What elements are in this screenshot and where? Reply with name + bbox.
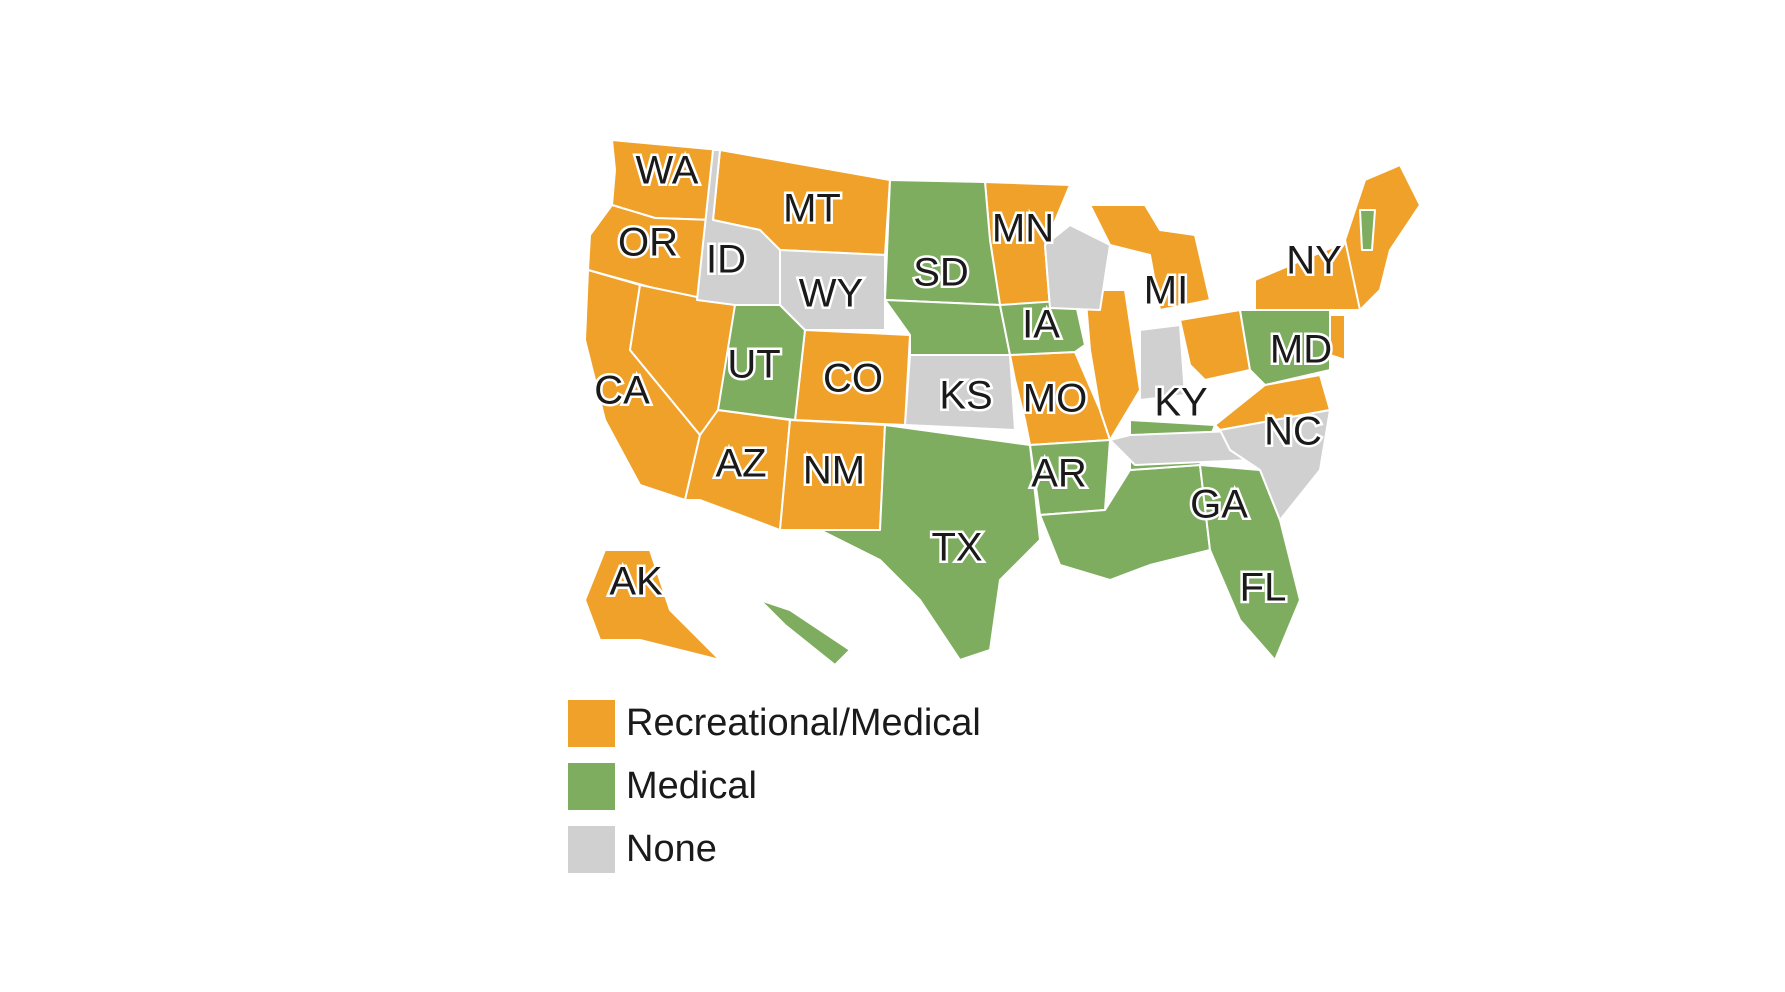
label-ks: KS xyxy=(939,374,992,418)
label-nm: NM xyxy=(803,449,865,493)
legend-swatch-none xyxy=(568,826,615,873)
legend-swatch-medical xyxy=(568,763,615,810)
label-or: OR xyxy=(618,221,678,265)
label-sd: SD xyxy=(913,251,969,295)
states-recreational xyxy=(584,139,1421,661)
legend-item-medical: Medical xyxy=(568,763,981,810)
legend: Recreational/Medical Medical None xyxy=(568,700,981,889)
legend-label-none: None xyxy=(626,828,717,870)
label-mo: MO xyxy=(1023,377,1087,421)
state-wy[interactable] xyxy=(779,249,886,331)
state-labels: WA OR CA AK ID MT WY UT CO AZ NM SD KS T… xyxy=(592,146,1345,612)
states-medical xyxy=(717,179,1376,666)
state-nj[interactable] xyxy=(1329,314,1346,361)
states-none xyxy=(696,149,1331,521)
label-mi: MI xyxy=(1144,269,1188,313)
state-nc-sc[interactable] xyxy=(1219,409,1331,521)
label-mt: MT xyxy=(783,187,841,231)
legend-item-recreational-medical: Recreational/Medical xyxy=(568,700,981,747)
state-ak[interactable] xyxy=(584,549,721,661)
label-ut: UT xyxy=(727,343,780,387)
state-mi[interactable] xyxy=(1089,204,1211,311)
label-co: CO xyxy=(823,357,883,401)
legend-label-recreational-medical: Recreational/Medical xyxy=(626,702,981,744)
state-va[interactable] xyxy=(1214,374,1331,431)
label-id: ID xyxy=(706,238,746,282)
label-wa: WA xyxy=(636,149,699,193)
state-nh[interactable] xyxy=(1359,209,1376,251)
state-in[interactable] xyxy=(1139,324,1186,401)
legend-label-medical: Medical xyxy=(626,765,757,807)
state-oh[interactable] xyxy=(1179,309,1251,381)
label-ky: KY xyxy=(1154,381,1207,425)
label-ga: GA xyxy=(1190,483,1248,527)
label-ny: NY xyxy=(1286,239,1342,283)
label-md: MD xyxy=(1270,328,1332,372)
state-ok-tx[interactable] xyxy=(819,424,1041,661)
state-hi[interactable] xyxy=(759,599,851,666)
label-nc: NC xyxy=(1264,410,1322,454)
state-ne-states[interactable] xyxy=(1344,164,1421,311)
label-wy: WY xyxy=(799,272,863,316)
legend-swatch-recreational-medical xyxy=(568,700,615,747)
label-ak: AK xyxy=(609,560,663,604)
state-ks[interactable] xyxy=(904,354,1016,431)
label-ia: IA xyxy=(1022,303,1060,347)
legend-item-none: None xyxy=(568,826,981,873)
label-mn: MN xyxy=(992,207,1054,251)
label-tx: TX xyxy=(931,526,982,570)
label-ca: CA xyxy=(594,369,650,413)
state-wv-pa[interactable] xyxy=(1239,309,1331,386)
label-az: AZ xyxy=(715,442,766,486)
label-fl: FL xyxy=(1240,566,1287,610)
state-wi[interactable] xyxy=(1044,224,1111,311)
label-ar: AR xyxy=(1031,452,1087,496)
